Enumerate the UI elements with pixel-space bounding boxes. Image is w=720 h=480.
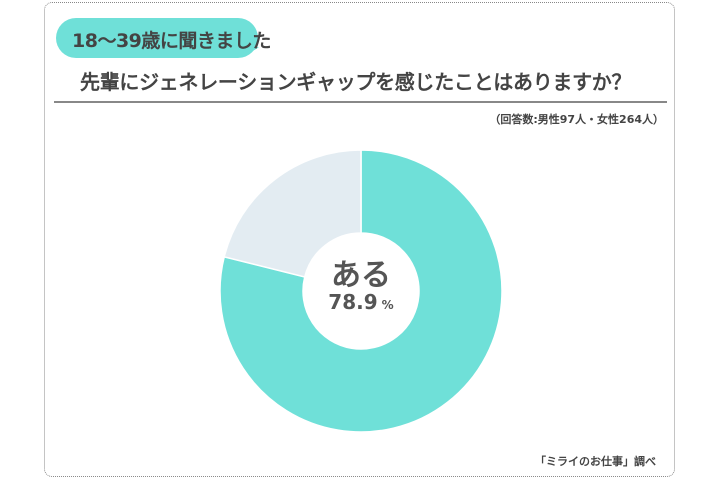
divider (54, 101, 667, 103)
card-frame (44, 2, 675, 477)
center-label-text: ある (331, 258, 391, 293)
center-label-value: 78.9% (300, 290, 422, 314)
donut-slice-0 (219, 149, 503, 433)
center-unit: % (381, 298, 394, 312)
age-badge-text: 18〜39歳に聞きました (72, 30, 271, 52)
question-title: 先輩にジェネレーションギャップを感じたことはありますか？ (80, 70, 632, 94)
center-value: 78.9 (328, 290, 378, 314)
age-badge (56, 18, 258, 58)
source-credit: 「ミライのお仕事」調べ (535, 455, 656, 468)
donut-slice-1 (223, 149, 362, 278)
respondent-count: （回答数:男性97人・女性264人） (489, 113, 664, 126)
